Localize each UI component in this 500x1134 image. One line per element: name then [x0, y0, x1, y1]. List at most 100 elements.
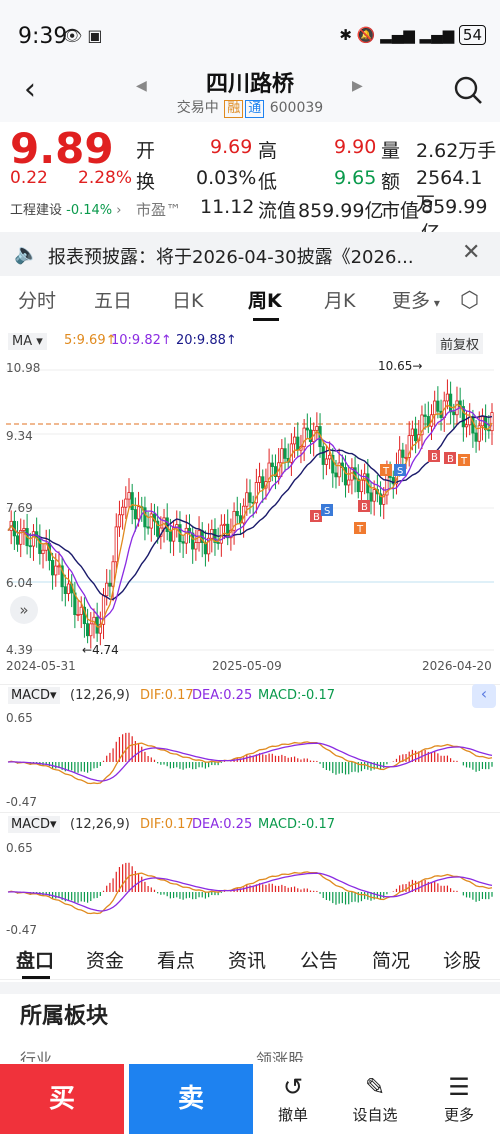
- tab-more-label: 更多: [392, 290, 431, 312]
- candle-body: [31, 531, 36, 547]
- candle-body: [133, 509, 137, 520]
- close-icon[interactable]: ✕: [462, 240, 481, 265]
- more-button[interactable]: ☰ 更多: [424, 1070, 494, 1125]
- ma-selector[interactable]: MA ▾: [8, 333, 47, 350]
- candle-body: [216, 542, 220, 544]
- tab-weekly-k[interactable]: 周K: [248, 290, 282, 312]
- ma10-value: 10:9.82↑: [111, 333, 172, 348]
- low-note: ←4.74: [82, 643, 119, 657]
- search-icon[interactable]: [452, 74, 484, 106]
- macd-dea-1: DEA:0.25: [192, 688, 253, 703]
- eye-icon: 👁 ▣: [62, 26, 103, 45]
- expand-icon[interactable]: »: [10, 596, 38, 624]
- back-icon[interactable]: ‹: [24, 72, 36, 107]
- tab-intraday[interactable]: 分时: [18, 290, 57, 312]
- candle-body: [184, 527, 188, 544]
- kline-chart[interactable]: 10.98 9.34 7.69 6.04 4.39 2024-05-31 202…: [0, 354, 500, 674]
- buy-button[interactable]: 买: [0, 1064, 124, 1134]
- candle-body: [136, 506, 141, 520]
- low-note-text: 4.74: [92, 643, 119, 657]
- tab-pankou[interactable]: 盘口: [16, 950, 55, 972]
- status-time: 9:39: [18, 24, 68, 49]
- candle-body: [19, 530, 23, 545]
- tab-announcements[interactable]: 公告: [300, 950, 339, 972]
- candle-body: [296, 436, 300, 451]
- tab-more[interactable]: 更多 ▾: [392, 286, 440, 313]
- tab-highlights[interactable]: 看点: [157, 950, 196, 972]
- candle-body: [245, 492, 249, 507]
- adjust-selector[interactable]: 前复权: [436, 333, 484, 354]
- period-tabs: 分时 五日 日K 周K 月K 更多 ▾ ⬡: [0, 286, 500, 321]
- tab-five-day[interactable]: 五日: [94, 290, 133, 312]
- candle-body: [436, 400, 440, 412]
- marker-s: S: [397, 466, 403, 477]
- candle-body: [464, 424, 469, 428]
- candle-body: [445, 393, 450, 402]
- marker-b: B: [313, 512, 320, 523]
- macd-params-1: (12,26,9): [70, 688, 130, 703]
- dea-line: [7, 872, 493, 912]
- candle-body: [315, 426, 319, 431]
- sell-button[interactable]: 卖: [129, 1064, 253, 1134]
- x-tick-1: 2025-05-09: [212, 659, 282, 673]
- stock-header: [0, 60, 500, 122]
- ma20-value: 20:9.88↑: [176, 333, 237, 348]
- amount-label: 额: [381, 171, 401, 193]
- float-cap-value: 859.99亿: [298, 200, 384, 222]
- candle-body: [76, 614, 80, 616]
- marker-s: S: [324, 506, 330, 517]
- candle-body: [181, 541, 185, 544]
- macd-dif-1: DIF:0.17: [140, 688, 194, 703]
- candle-body: [461, 406, 465, 428]
- next-stock-icon[interactable]: ▶: [352, 78, 363, 94]
- notice-bar[interactable]: 🔈 报表预披露：将于2026-04-30披露《2026... ✕: [0, 232, 500, 276]
- marker-b: B: [431, 452, 438, 463]
- high-note-text: 10.65: [378, 359, 412, 373]
- add-watchlist-button[interactable]: ✎ 设自选: [340, 1070, 410, 1125]
- candle-body: [378, 493, 383, 505]
- settings-icon[interactable]: ⬡: [460, 288, 480, 313]
- open-label: 开: [136, 140, 156, 162]
- speaker-icon: 🔈: [14, 241, 39, 265]
- candle-body: [117, 514, 122, 528]
- macd-selector-1[interactable]: MACD▾: [8, 687, 60, 704]
- cancel-order-button[interactable]: ↺ 撤单: [258, 1070, 328, 1125]
- sector-info[interactable]: 工程建设 -0.14% ›: [10, 199, 122, 218]
- tab-news[interactable]: 资讯: [228, 950, 267, 972]
- candle-body: [302, 427, 306, 448]
- macd-chart-2: 0.65 -0.47: [6, 841, 493, 937]
- prev-stock-icon[interactable]: ◀: [136, 78, 147, 94]
- candle-body: [124, 498, 128, 508]
- cancel-label: 撤单: [277, 1106, 308, 1124]
- candle-body: [254, 482, 258, 504]
- tab-diagnosis[interactable]: 诊股: [443, 950, 482, 972]
- macd-dea-2: DEA:0.25: [192, 817, 253, 832]
- adjust-label: 前复权: [440, 338, 480, 353]
- tab-daily-k[interactable]: 日K: [172, 290, 204, 312]
- candle-body: [280, 448, 284, 464]
- macd-label-2: MACD: [11, 817, 50, 832]
- candle-body: [423, 414, 427, 417]
- turnover-label: 换: [136, 171, 156, 193]
- candle-body: [66, 583, 71, 594]
- candle-body: [404, 456, 408, 459]
- collapse-icon[interactable]: ‹: [472, 684, 496, 708]
- price-change: 0.22: [10, 168, 48, 188]
- candle-body: [401, 449, 405, 458]
- macd-chart-1: 0.65 -0.47: [6, 711, 493, 809]
- low-label: 低: [258, 171, 278, 193]
- stock-name: 四川路桥: [205, 72, 294, 97]
- candle-body: [191, 532, 195, 550]
- tab-profile[interactable]: 简况: [372, 950, 411, 972]
- macd-bottom-1: -0.47: [6, 795, 37, 809]
- candle-body: [305, 427, 309, 431]
- tab-monthly-k[interactable]: 月K: [324, 290, 356, 312]
- tab-funds[interactable]: 资金: [86, 950, 125, 972]
- high-value: 9.90: [334, 136, 377, 158]
- candle-body: [328, 454, 332, 460]
- marker-t: T: [460, 456, 468, 467]
- candle-body: [270, 462, 274, 467]
- candle-body: [38, 537, 42, 554]
- macd-selector-2[interactable]: MACD▾: [8, 816, 60, 833]
- tab-indicator: [253, 318, 279, 321]
